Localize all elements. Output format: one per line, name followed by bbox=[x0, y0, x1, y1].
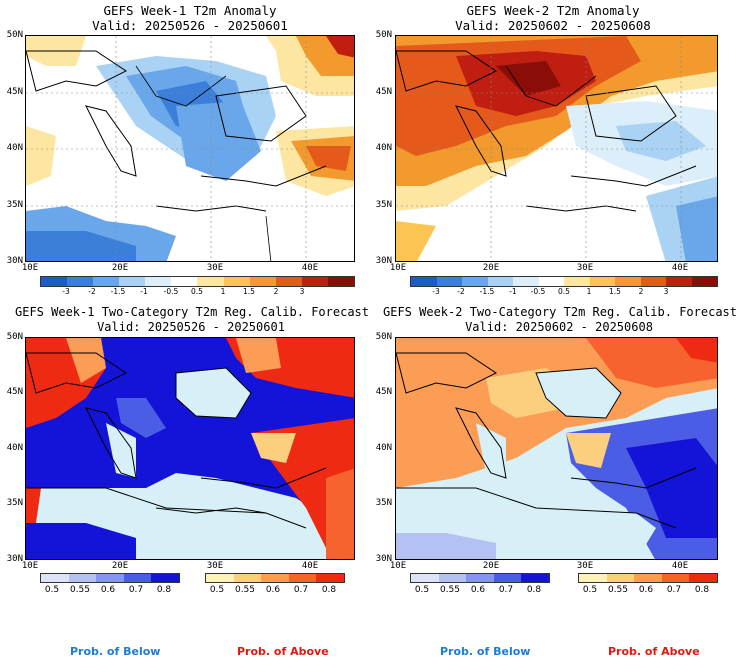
prob-label: 0.5 bbox=[582, 585, 598, 595]
lon-label: 10E bbox=[389, 263, 407, 273]
lat-label: 30N bbox=[6, 256, 23, 266]
colorbar-label: 2 bbox=[273, 287, 279, 296]
colorbar-label: 0.5 bbox=[558, 287, 570, 296]
prob-label: 0.5 bbox=[209, 585, 225, 595]
panel-tr-title: GEFS Week-2 T2m Anomaly Valid: 20250602 -… bbox=[455, 3, 651, 33]
lon-label: 30E bbox=[206, 263, 224, 273]
lon-label: 10E bbox=[21, 561, 39, 571]
colorbar-label: -3 bbox=[62, 287, 70, 296]
colorbar-label: 2 bbox=[638, 287, 644, 296]
prob-label: 0.8 bbox=[321, 585, 337, 595]
lon-label: 30E bbox=[576, 263, 594, 273]
above-prob-colorbar-week2 bbox=[578, 573, 718, 583]
prob-label: 0.7 bbox=[128, 585, 144, 595]
lat-label: 45N bbox=[375, 87, 392, 97]
lat-label: 40N bbox=[6, 143, 23, 153]
lat-label: 40N bbox=[375, 443, 392, 453]
colorbar-label: 0.5 bbox=[191, 287, 203, 296]
lon-label: 40E bbox=[301, 561, 319, 571]
lat-label: 40N bbox=[375, 143, 392, 153]
colorbar-label: -1.5 bbox=[110, 287, 126, 296]
prob-label: 0.6 bbox=[638, 585, 654, 595]
colorbar-label: 1 bbox=[586, 287, 592, 296]
prob-label: 0.55 bbox=[69, 585, 91, 595]
lat-label: 35N bbox=[375, 498, 392, 508]
prob-label: 0.8 bbox=[156, 585, 172, 595]
prob-label: 0.55 bbox=[607, 585, 629, 595]
colorbar-label: 1.5 bbox=[609, 287, 621, 296]
lon-label: 40E bbox=[671, 263, 689, 273]
lat-label: 35N bbox=[6, 200, 23, 210]
colorbar-label: -0.5 bbox=[163, 287, 179, 296]
colorbar-label: -1 bbox=[140, 287, 148, 296]
prob-label: 0.6 bbox=[265, 585, 281, 595]
prob-label: 0.8 bbox=[526, 585, 542, 595]
lon-label: 20E bbox=[482, 263, 500, 273]
lat-label: 35N bbox=[375, 200, 392, 210]
lat-label: 45N bbox=[6, 87, 23, 97]
lon-label: 10E bbox=[21, 263, 39, 273]
colorbar-label: -2 bbox=[88, 287, 96, 296]
prob-below-label: Prob. of Below bbox=[70, 645, 161, 658]
prob-label: 0.5 bbox=[44, 585, 60, 595]
colorbar-label: 3 bbox=[663, 287, 669, 296]
prob-label: 0.8 bbox=[694, 585, 710, 595]
lat-label: 35N bbox=[6, 498, 23, 508]
lat-label: 30N bbox=[375, 554, 392, 564]
lon-label: 30E bbox=[576, 561, 594, 571]
above-prob-colorbar-week1 bbox=[205, 573, 345, 583]
lon-label: 20E bbox=[111, 561, 129, 571]
lon-label: 20E bbox=[482, 561, 500, 571]
lat-label: 50N bbox=[375, 30, 392, 40]
prob-label: 0.6 bbox=[470, 585, 486, 595]
panel-bl-title: GEFS Week-1 Two-Category T2m Reg. Calib.… bbox=[15, 305, 370, 334]
prob-label: 0.7 bbox=[293, 585, 309, 595]
lat-label: 45N bbox=[375, 387, 392, 397]
prob-label: 0.6 bbox=[100, 585, 116, 595]
lat-label: 50N bbox=[375, 332, 392, 342]
panel-br-title: GEFS Week-2 Two-Category T2m Reg. Calib.… bbox=[383, 305, 738, 334]
prob-above-label: Prob. of Above bbox=[608, 645, 700, 658]
prob-label: 0.55 bbox=[439, 585, 461, 595]
colorbar-label: 1 bbox=[220, 287, 226, 296]
map-week2-probability bbox=[395, 337, 718, 560]
lat-label: 50N bbox=[6, 30, 23, 40]
prob-below-label: Prob. of Below bbox=[440, 645, 531, 658]
colorbar-label: 1.5 bbox=[243, 287, 255, 296]
map-week1-anomaly bbox=[25, 35, 355, 262]
lon-label: 20E bbox=[111, 263, 129, 273]
lon-label: 30E bbox=[206, 561, 224, 571]
anomaly-colorbar-week1 bbox=[40, 276, 355, 287]
lat-label: 40N bbox=[6, 443, 23, 453]
map-week2-anomaly bbox=[395, 35, 718, 262]
lat-label: 45N bbox=[6, 387, 23, 397]
map-week1-probability bbox=[25, 337, 355, 560]
prob-label: 0.5 bbox=[414, 585, 430, 595]
lon-label: 10E bbox=[389, 561, 407, 571]
lat-label: 30N bbox=[375, 256, 392, 266]
below-prob-colorbar-week1 bbox=[40, 573, 180, 583]
colorbar-label: -0.5 bbox=[530, 287, 546, 296]
prob-above-label: Prob. of Above bbox=[237, 645, 329, 658]
prob-label: 0.55 bbox=[234, 585, 256, 595]
colorbar-label: -2 bbox=[457, 287, 465, 296]
lat-label: 50N bbox=[6, 332, 23, 342]
prob-label: 0.7 bbox=[498, 585, 514, 595]
lat-label: 30N bbox=[6, 554, 23, 564]
colorbar-label: -1.5 bbox=[479, 287, 495, 296]
panel-tl-title: GEFS Week-1 T2m Anomaly Valid: 20250526 -… bbox=[92, 3, 288, 33]
colorbar-label: 3 bbox=[299, 287, 305, 296]
anomaly-colorbar-week2 bbox=[410, 276, 718, 287]
below-prob-colorbar-week2 bbox=[410, 573, 550, 583]
lon-label: 40E bbox=[671, 561, 689, 571]
lon-label: 40E bbox=[301, 263, 319, 273]
colorbar-label: -3 bbox=[432, 287, 440, 296]
colorbar-label: -1 bbox=[509, 287, 517, 296]
prob-label: 0.7 bbox=[666, 585, 682, 595]
